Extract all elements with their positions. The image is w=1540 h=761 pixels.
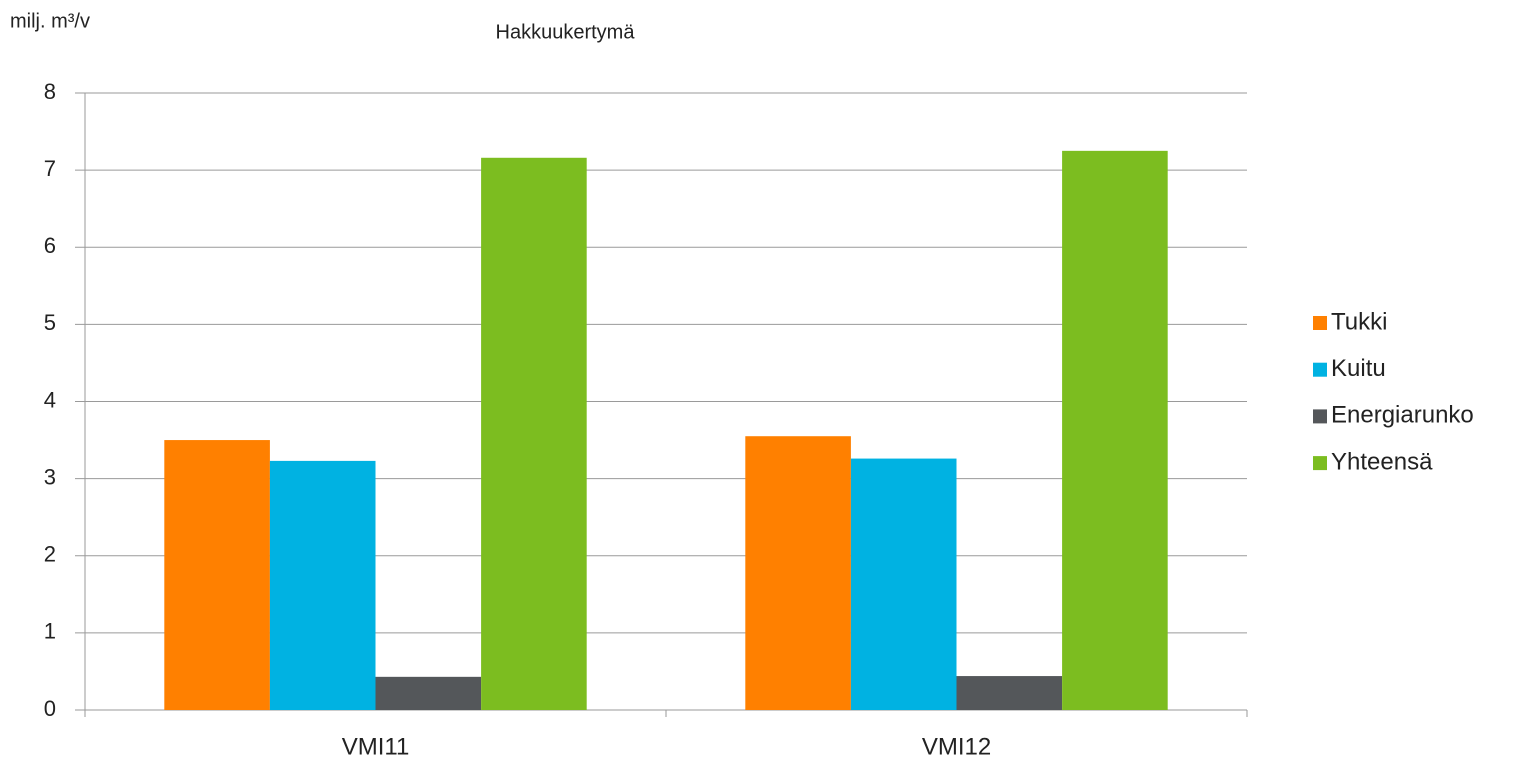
legend-swatch [1313,409,1327,424]
bar [956,676,1063,710]
y-tick-label: 8 [44,79,56,104]
legend-swatch [1313,362,1327,377]
legend-label: Energiarunko [1331,402,1474,429]
bar [850,458,957,710]
y-tick-label: 5 [44,310,56,335]
bar [1062,150,1168,710]
bar [269,460,376,710]
y-tick-label: 0 [44,696,56,721]
bar [745,436,851,710]
bar [481,157,587,710]
y-tick-label: 7 [44,156,56,181]
y-tick-label: 3 [44,464,56,489]
x-tick-label: VMI12 [922,733,991,760]
y-axis-label: milj. m³/v [10,10,90,32]
y-tick-label: 6 [44,233,56,258]
bar [375,676,482,710]
legend-label: Kuitu [1331,355,1386,382]
legend-swatch [1313,316,1327,330]
x-tick-label: VMI11 [342,733,410,760]
legend-label: Tukki [1331,308,1387,335]
legend-label: Yhteensä [1331,448,1433,475]
legend-swatch [1313,456,1327,471]
y-tick-label: 2 [44,542,56,567]
chart-title: Hakkuukertymä [496,21,636,43]
bar [164,440,270,710]
y-tick-label: 4 [44,387,56,412]
y-tick-label: 1 [44,619,56,644]
